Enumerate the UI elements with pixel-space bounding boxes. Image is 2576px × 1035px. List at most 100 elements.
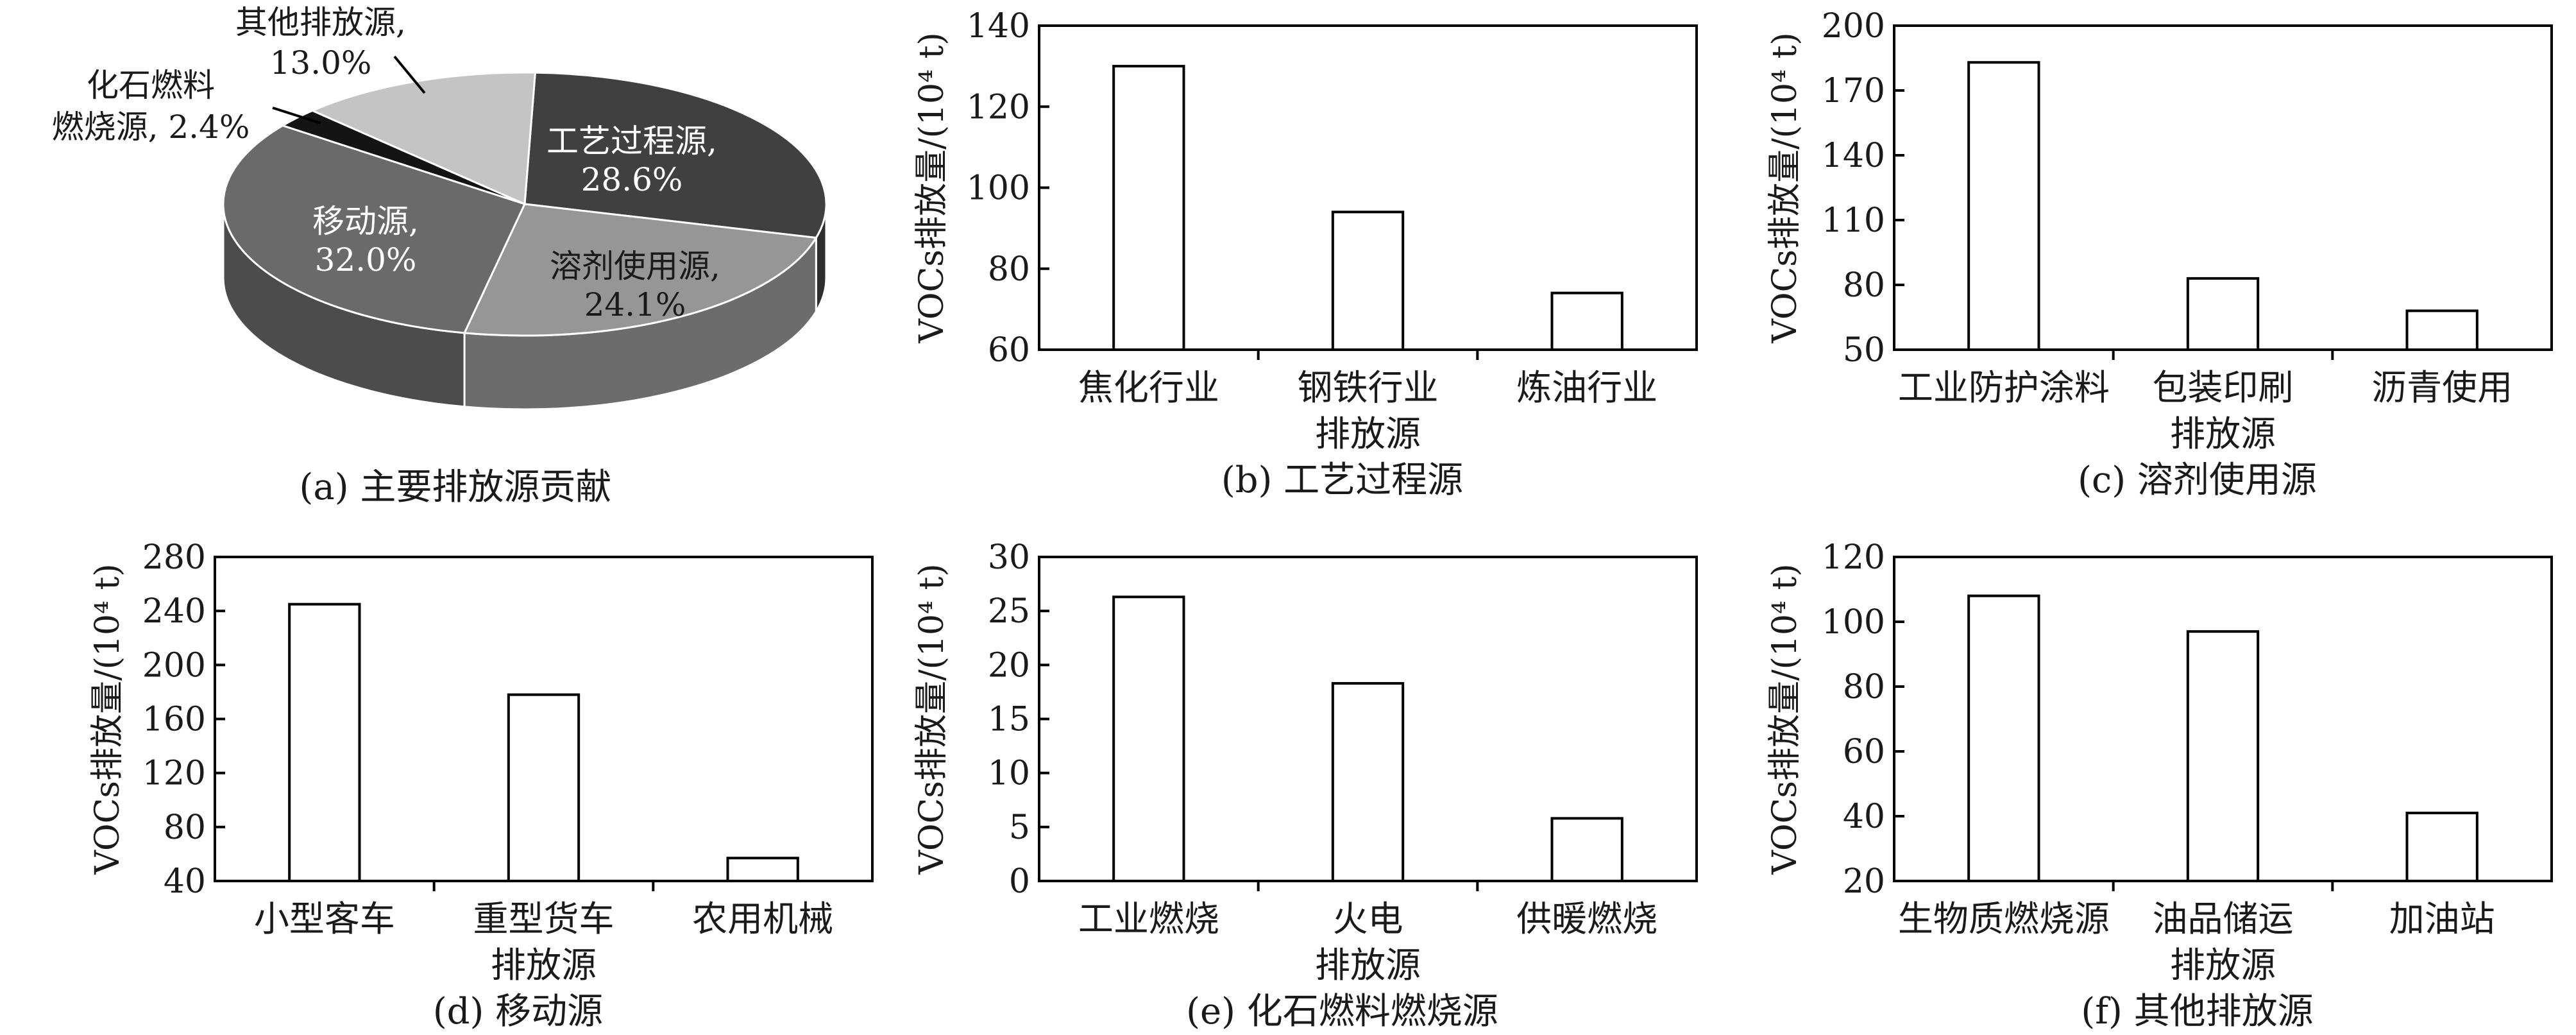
caption: (f) 其他排放源 (2081, 991, 2313, 1032)
bar-0 (288, 603, 361, 882)
bar-1 (2186, 630, 2260, 883)
y-tick-label: 120 (967, 88, 1030, 126)
y-tick-label: 120 (1822, 538, 1885, 577)
y-tick-label: 200 (142, 646, 206, 685)
bar-2 (1550, 817, 1623, 883)
caption: (b) 工艺过程源 (1221, 459, 1463, 501)
x-category-label: 钢铁行业 (1297, 367, 1438, 408)
y-axis-label: VOCs排放量/(10⁴ t) (913, 32, 951, 343)
x-axis-label: 排放源 (491, 945, 597, 986)
y-tick-label: 80 (1843, 668, 1885, 706)
y-tick-label: 120 (142, 755, 206, 793)
y-tick-label: 80 (1843, 266, 1885, 305)
x-category-label: 工业燃烧 (1078, 898, 1219, 939)
y-tick-label: 80 (164, 808, 206, 847)
pie-label-mobile-name: 移动源, (312, 203, 419, 240)
bar-0 (1967, 594, 2040, 882)
y-tick-label: 40 (1843, 798, 1885, 836)
bar-0 (1112, 595, 1185, 882)
bar-0 (1112, 65, 1185, 351)
y-tick-label: 140 (1822, 137, 1885, 175)
caption: (c) 溶剂使用源 (2078, 459, 2317, 501)
y-axis-label: VOCs排放量/(10⁴ t) (913, 563, 951, 875)
y-axis-label: VOCs排放量/(10⁴ t) (89, 563, 127, 875)
x-category-label: 沥青使用 (2371, 367, 2512, 408)
caption: (d) 移动源 (433, 991, 603, 1032)
y-tick-label: 50 (1843, 331, 1885, 370)
bar-1 (507, 693, 580, 882)
x-category-label: 供暖燃烧 (1516, 898, 1657, 939)
x-category-label: 小型客车 (254, 898, 395, 939)
bar-1 (2186, 277, 2260, 351)
y-tick-label: 25 (988, 592, 1030, 631)
y-axis-label: VOCs排放量/(10⁴ t) (1766, 563, 1804, 875)
y-tick-label: 20 (988, 646, 1030, 685)
x-category-label: 加油站 (2389, 898, 2495, 939)
x-category-label: 包装印刷 (2152, 367, 2293, 408)
y-tick-label: 15 (988, 701, 1030, 739)
pie-top-face (222, 71, 827, 337)
y-tick-label: 110 (1822, 201, 1885, 240)
y-axis-label: VOCs排放量/(10⁴ t) (1766, 32, 1804, 343)
x-category-label: 重型货车 (473, 898, 614, 939)
pie-annot-fossil-line1: 化石燃料 (87, 67, 215, 104)
y-tick-label: 60 (988, 331, 1030, 370)
y-tick-label: 100 (1822, 603, 1885, 642)
pie-annot-other-line2: 13.0% (270, 44, 372, 81)
y-tick-label: 100 (967, 169, 1030, 208)
pie-label-mobile-pct: 32.0% (315, 241, 417, 278)
bar-1 (1331, 681, 1405, 882)
pie-annot-other-line1: 其他排放源, (235, 4, 406, 41)
y-tick-label: 140 (967, 7, 1030, 46)
pie-chart-a: 工艺过程源, 28.6% 溶剂使用源, 24.1% 移动源, 32.0% 化石燃… (52, 4, 827, 508)
caption-a: (a) 主要排放源贡献 (300, 466, 612, 508)
x-axis-label: 排放源 (1315, 945, 1421, 986)
y-tick-label: 30 (988, 538, 1030, 577)
pie-slice-2 (222, 124, 527, 334)
y-tick-label: 240 (142, 592, 206, 631)
bar-2 (2405, 811, 2479, 882)
bar-0 (1967, 61, 2040, 351)
pie-slice-1 (462, 203, 818, 337)
y-tick-label: 160 (142, 701, 206, 739)
y-tick-label: 40 (164, 862, 206, 901)
x-axis-label: 排放源 (1315, 413, 1421, 454)
pie-leader-other (393, 55, 426, 94)
pie-leader-fossil (272, 107, 321, 124)
y-tick-label: 200 (1822, 7, 1885, 46)
x-category-label: 农用机械 (692, 898, 833, 939)
x-category-label: 炼油行业 (1516, 367, 1657, 408)
y-tick-label: 0 (1009, 862, 1030, 901)
x-category-label: 工业防护涂料 (1898, 367, 2110, 408)
pie-label-solvent-pct: 24.1% (584, 286, 686, 323)
pie-label-process-name: 工艺过程源, (547, 123, 717, 160)
bar-2 (1550, 291, 1623, 351)
caption: (e) 化石燃料燃烧源 (1186, 991, 1498, 1032)
x-category-label: 油品储运 (2152, 898, 2293, 939)
pie-slice-0 (523, 71, 827, 239)
y-tick-label: 20 (1843, 862, 1885, 901)
pie-label-solvent-name: 溶剂使用源, (550, 248, 720, 285)
pie-label-process-pct: 28.6% (581, 161, 683, 198)
x-category-label: 火电 (1332, 898, 1403, 939)
bar-2 (2405, 309, 2479, 351)
y-tick-label: 170 (1822, 72, 1885, 110)
bar-2 (726, 857, 799, 882)
x-axis-label: 排放源 (2170, 413, 2276, 454)
bar-1 (1331, 210, 1405, 351)
y-tick-label: 60 (1843, 733, 1885, 771)
y-tick-label: 280 (142, 538, 206, 577)
y-tick-label: 80 (988, 250, 1030, 289)
pie-annot-fossil-line2: 燃烧源, 2.4% (52, 108, 250, 146)
x-category-label: 生物质燃烧源 (1898, 898, 2110, 939)
y-tick-label: 10 (988, 755, 1030, 793)
x-category-label: 焦化行业 (1078, 367, 1219, 408)
x-axis-label: 排放源 (2170, 945, 2276, 986)
y-tick-label: 5 (1009, 808, 1030, 847)
